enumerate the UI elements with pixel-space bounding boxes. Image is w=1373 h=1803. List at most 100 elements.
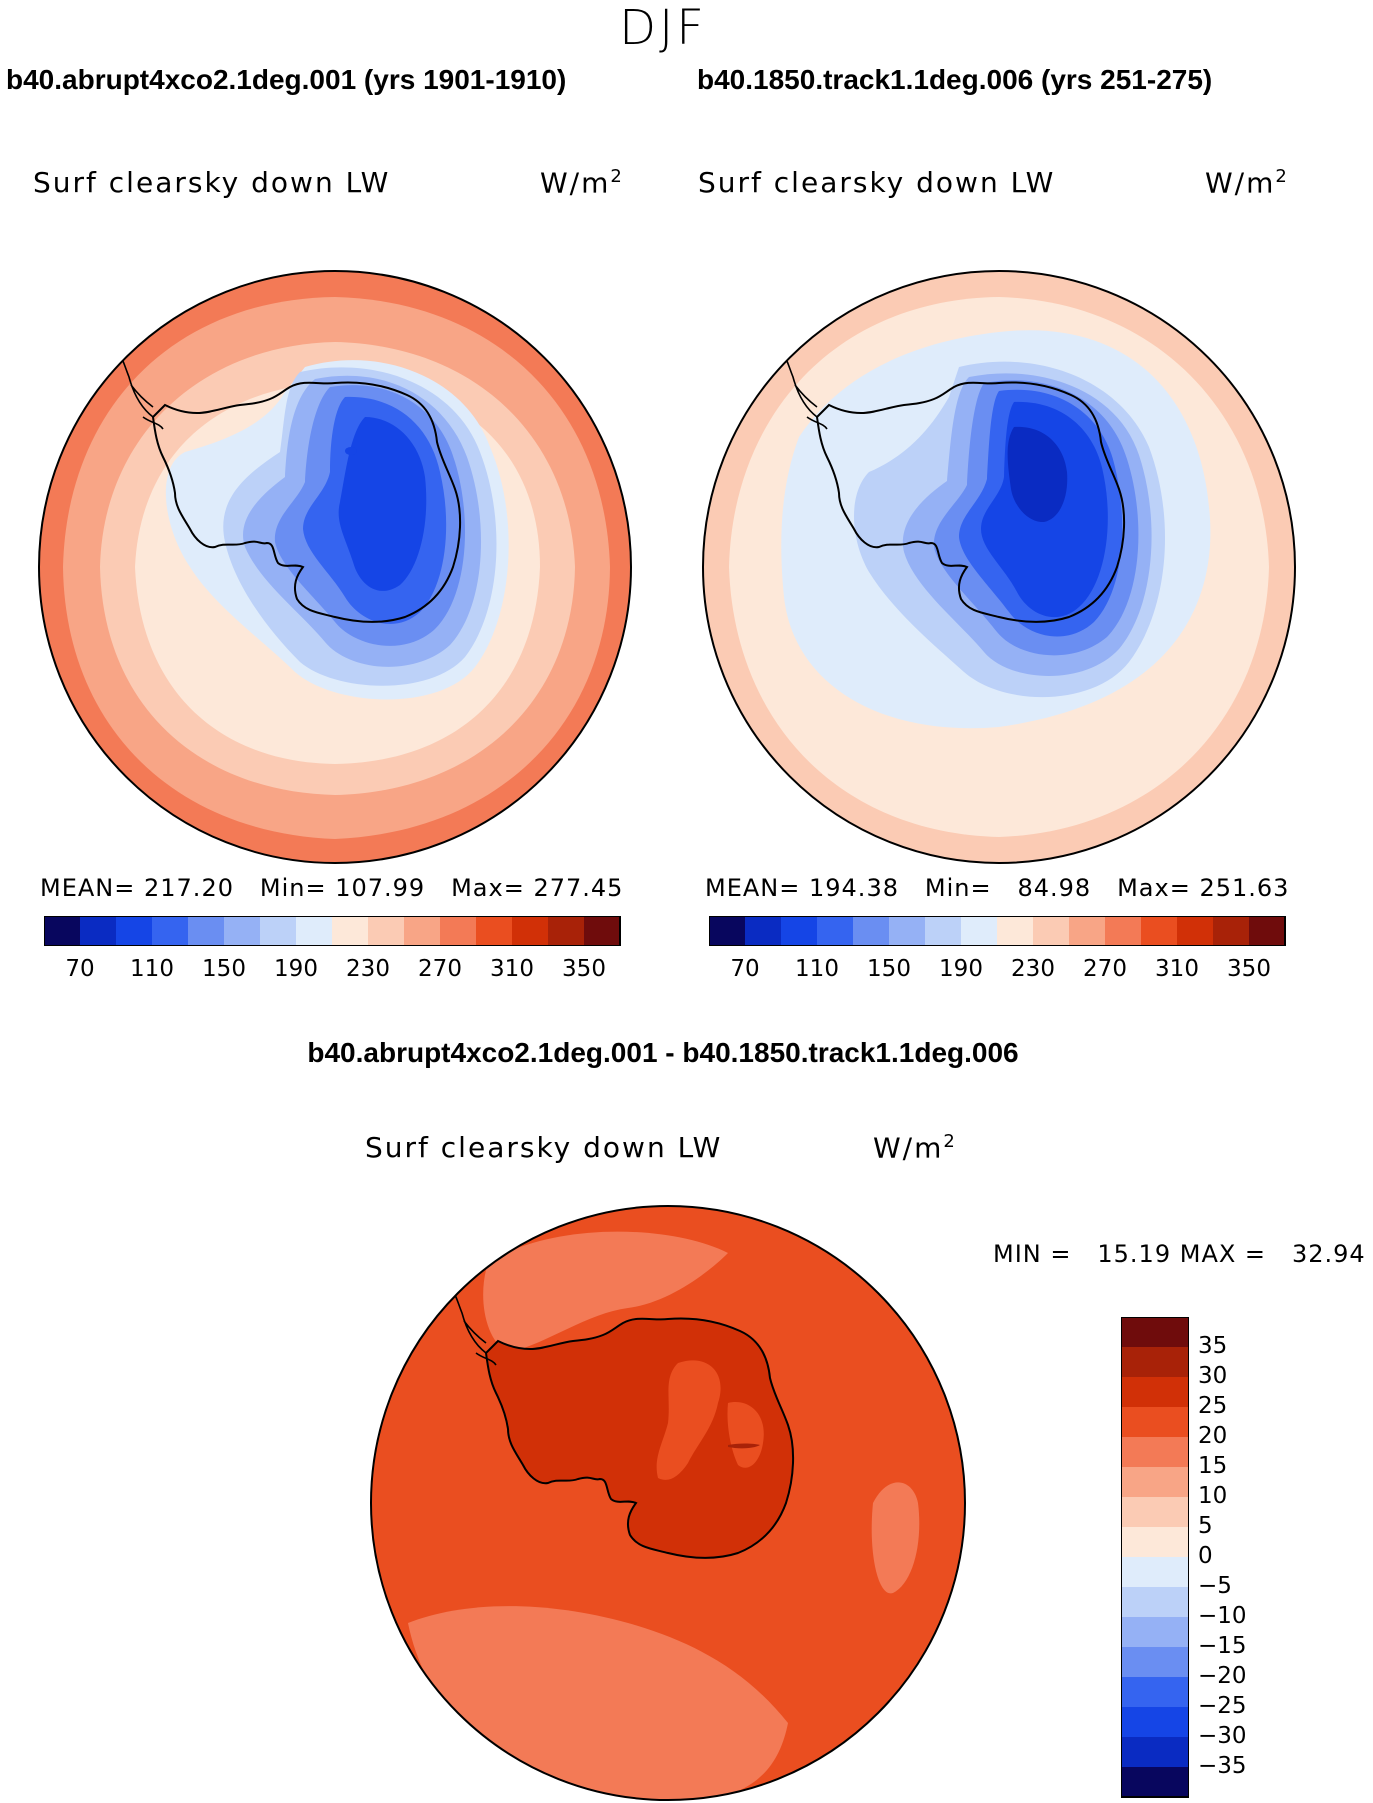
colorbar-tick-label: 270	[418, 956, 462, 982]
colorbar-tick-label: −10	[1198, 1603, 1247, 1629]
colorbar-tick-label: 15	[1198, 1453, 1228, 1479]
colorbar-swatch	[1213, 916, 1250, 946]
difference-variable-title: Surf clearsky down LW	[365, 1131, 723, 1164]
colorbar-swatch	[296, 916, 333, 946]
south-america-tip	[130, 311, 140, 318]
colorbar-swatch	[1121, 1497, 1189, 1528]
colorbar-swatch	[1121, 1647, 1189, 1678]
colorbar-tick-label: 150	[202, 956, 246, 982]
colorbar-tick-label: 270	[1083, 956, 1127, 982]
colorbar-tick-label: 10	[1198, 1483, 1228, 1509]
colorbar-swatch	[512, 916, 549, 946]
panel2-min-value: 84.98	[1017, 874, 1092, 902]
colorbar-swatch	[1121, 1767, 1189, 1798]
colorbar-tick-label: 5	[1198, 1513, 1213, 1539]
colorbar-swatch	[925, 916, 962, 946]
colorbar-tick-label: −20	[1198, 1663, 1247, 1689]
colorbar-swatch	[889, 916, 926, 946]
difference-contour-band-20-east	[871, 1482, 920, 1594]
colorbar-tick-label: 230	[1011, 956, 1055, 982]
panel2-polar-map	[702, 270, 1296, 864]
colorbar-swatch	[817, 916, 854, 946]
panel2-colorbar-labels: 70 110 150 190 230 270 310 350	[709, 956, 1285, 986]
colorbar-swatch	[1105, 916, 1142, 946]
colorbar-tick-label: 0	[1198, 1543, 1213, 1569]
difference-contour-band-25-interior	[656, 1360, 721, 1480]
colorbar-tick-label: 190	[939, 956, 983, 982]
colorbar-swatch	[1121, 1557, 1189, 1588]
panel1-stats: MEAN= 217.20 Min= 107.99 Max= 277.45	[40, 874, 624, 902]
colorbar-tick-label: −30	[1198, 1723, 1247, 1749]
south-america-tip	[794, 311, 804, 318]
colorbar-tick-label: 110	[130, 956, 174, 982]
colorbar-swatch	[188, 916, 225, 946]
colorbar-tick-label: −25	[1198, 1693, 1247, 1719]
colorbar-swatch	[80, 916, 117, 946]
panel1-colorbar-labels: 70 110 150 190 230 270 310 350	[44, 956, 620, 986]
panel2-variable-title: Surf clearsky down LW	[698, 166, 1056, 199]
colorbar-tick-label: −5	[1198, 1573, 1232, 1599]
colorbar-tick-label: 350	[562, 956, 606, 982]
colorbar-swatch	[961, 916, 998, 946]
colorbar-swatch	[404, 916, 441, 946]
colorbar-swatch	[1121, 1437, 1189, 1468]
panel2-max-value: 251.63	[1199, 874, 1290, 902]
colorbar-tick-label: 35	[1198, 1333, 1228, 1359]
panel1-minimum-spot	[345, 447, 357, 455]
antarctica-coastline	[484, 1317, 795, 1559]
difference-max-value: 32.94	[1291, 1240, 1366, 1268]
panel1-variable-title: Surf clearsky down LW	[33, 166, 391, 199]
panel1-min-value: 107.99	[335, 874, 426, 902]
colorbar-swatch	[584, 916, 621, 946]
antarctica-coastline	[151, 381, 462, 623]
colorbar-tick-label: 25	[1198, 1393, 1228, 1419]
colorbar-tick-label: −35	[1198, 1753, 1247, 1779]
colorbar-tick-label: 150	[867, 956, 911, 982]
colorbar-tick-label: 70	[65, 956, 95, 982]
difference-colorbar	[1121, 1317, 1189, 1798]
colorbar-tick-label: −15	[1198, 1633, 1247, 1659]
colorbar-tick-label: 20	[1198, 1423, 1228, 1449]
colorbar-swatch	[1249, 916, 1286, 946]
colorbar-swatch	[332, 916, 369, 946]
difference-contour-band-20-north	[483, 1231, 728, 1353]
colorbar-tick-label: 30	[1198, 1363, 1228, 1389]
difference-contour-band-35	[728, 1443, 760, 1449]
colorbar-swatch	[1141, 916, 1178, 946]
colorbar-tick-label: 70	[730, 956, 760, 982]
panel1-units: W/m2	[540, 166, 624, 200]
colorbar-tick-label: 110	[795, 956, 839, 982]
colorbar-frame	[44, 916, 620, 946]
difference-minmax: MIN = 15.19 MAX = 32.94	[993, 1240, 1366, 1268]
colorbar-swatch	[853, 916, 890, 946]
panel2-units: W/m2	[1205, 166, 1289, 200]
panel1-colorbar	[44, 916, 621, 946]
south-america-tip	[463, 1247, 473, 1254]
panel2-map-boundary	[702, 270, 1296, 864]
panel2-mean-value: 194.38	[809, 874, 899, 902]
colorbar-swatch	[1121, 1347, 1189, 1378]
colorbar-frame	[1121, 1317, 1189, 1797]
panel2-contour-band-70	[1007, 426, 1068, 523]
panel1-max-value: 277.45	[533, 874, 624, 902]
colorbar-tick-label: 310	[1155, 956, 1199, 982]
difference-polar-map	[370, 1205, 966, 1801]
panel2-colorbar	[709, 916, 1286, 946]
panel2-case-title: b40.1850.track1.1deg.006 (yrs 251-275)	[697, 64, 1213, 95]
difference-min-value: 15.19	[1097, 1240, 1172, 1268]
difference-colorbar-labels: 35 30 25 20 15 10 5 0 −5 −10 −15 −20 −25 −30 −35	[1198, 1317, 1278, 1797]
colorbar-swatch	[440, 916, 477, 946]
colorbar-tick-label: 350	[1227, 956, 1271, 982]
panel1-mean-value: 217.20	[144, 874, 234, 902]
panel1-map-boundary	[38, 270, 632, 864]
difference-contour-band-25-interior	[727, 1402, 764, 1468]
difference-units: W/m2	[873, 1131, 957, 1165]
season-title: DJF	[619, 0, 707, 56]
colorbar-swatch	[1121, 1707, 1189, 1738]
colorbar-tick-label: 310	[490, 956, 534, 982]
colorbar-tick-label: 230	[346, 956, 390, 982]
colorbar-swatch	[745, 916, 782, 946]
panel1-contour-band-90	[338, 417, 427, 591]
colorbar-swatch	[116, 916, 153, 946]
panel1-polar-map	[38, 270, 632, 864]
